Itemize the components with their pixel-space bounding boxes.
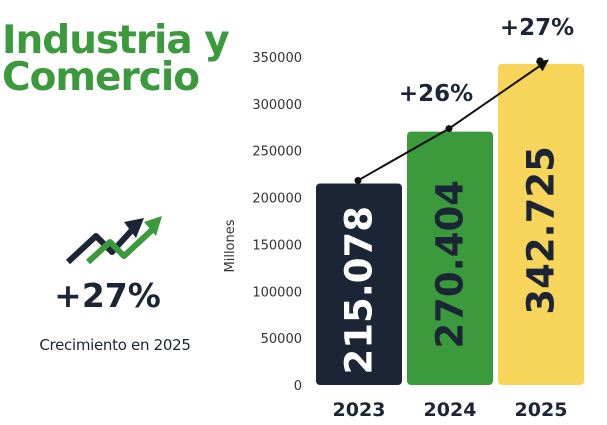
bar-value-label: 342.725 [520, 146, 563, 315]
y-tick-label: 100000 [252, 285, 302, 300]
y-tick-label: 250000 [252, 145, 302, 160]
y-axis-label: Millones [223, 219, 238, 272]
bar-value-label: 215.078 [338, 206, 381, 375]
y-tick-label: 300000 [252, 98, 302, 113]
trend-arrow [357, 59, 549, 182]
growth-label-2024: +26% [399, 81, 473, 107]
bar-2025 [498, 63, 584, 385]
y-tick-label: 200000 [252, 192, 302, 207]
y-tick-label: 50000 [261, 332, 302, 347]
bar-2023 [316, 183, 402, 385]
trending-up-arrows-icon [65, 216, 162, 265]
x-tick-label: 2024 [424, 399, 477, 421]
bar-value-label: 270.404 [429, 180, 472, 349]
bar-2024 [407, 131, 493, 385]
y-tick-label: 0 [294, 379, 302, 394]
growth-label-2025: +27% [500, 15, 574, 41]
growth-kpi-caption: Crecimiento en 2025 [39, 336, 191, 354]
x-tick-label: 2023 [333, 399, 386, 421]
title-line-1: Industria y [2, 18, 230, 63]
growth-kpi-value: +27% [54, 276, 161, 315]
x-tick-label: 2025 [515, 399, 568, 421]
y-tick-label: 150000 [252, 238, 302, 253]
title-line-2: Comercio [2, 55, 200, 100]
page-title: Industria y Comercio [2, 18, 230, 100]
y-tick-label: 350000 [252, 51, 302, 66]
